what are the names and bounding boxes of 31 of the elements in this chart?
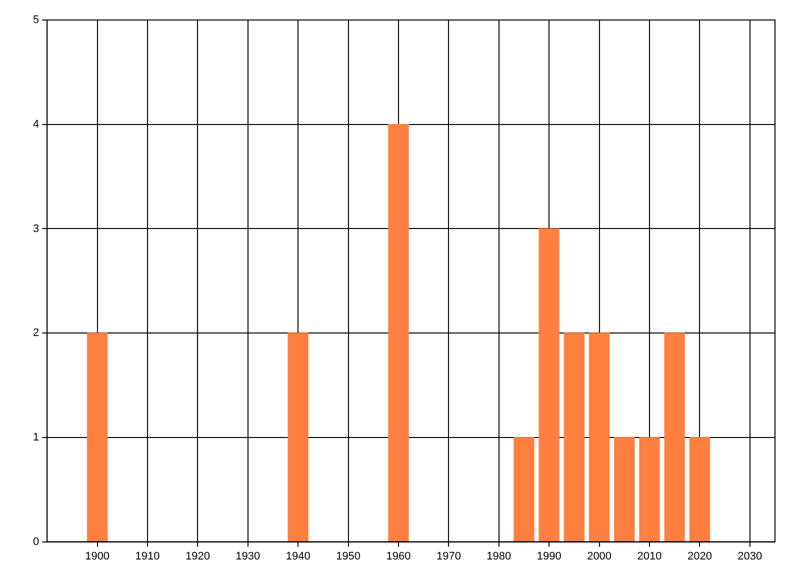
x-tick-label: 2030 — [738, 550, 762, 562]
y-tick-label: 4 — [32, 118, 40, 130]
bar — [564, 332, 585, 542]
x-tick-label: 1900 — [85, 550, 110, 562]
y-tick-label: 3 — [32, 222, 40, 235]
x-tick-label: 1910 — [135, 550, 160, 562]
bar — [86, 332, 108, 542]
bar — [388, 124, 409, 542]
y-tick-label: 1 — [32, 431, 40, 444]
x-tick-label: 1990 — [536, 550, 562, 562]
x-tick-label: 1960 — [386, 550, 411, 562]
bar — [664, 332, 685, 542]
x-tick-label: 2020 — [687, 550, 712, 562]
x-tick-label: 2010 — [637, 550, 662, 562]
x-tick-label: 2000 — [587, 550, 612, 562]
y-tick-label: 5 — [32, 14, 40, 26]
bar — [538, 228, 560, 542]
x-tick-label: 1930 — [236, 550, 260, 562]
bar — [588, 332, 610, 542]
y-tick-label: 0 — [32, 536, 40, 548]
x-tick-label: 1970 — [436, 550, 461, 562]
bar — [514, 437, 534, 542]
x-tick-label: 1920 — [185, 550, 210, 562]
x-tick-label: 1950 — [336, 550, 361, 562]
bar — [288, 332, 308, 542]
bar — [689, 437, 710, 542]
y-tick-label: 2 — [32, 327, 40, 340]
x-tick-label: 1980 — [486, 550, 512, 562]
bar — [614, 437, 635, 542]
x-tick-label: 1940 — [286, 550, 310, 562]
bar — [639, 437, 660, 542]
